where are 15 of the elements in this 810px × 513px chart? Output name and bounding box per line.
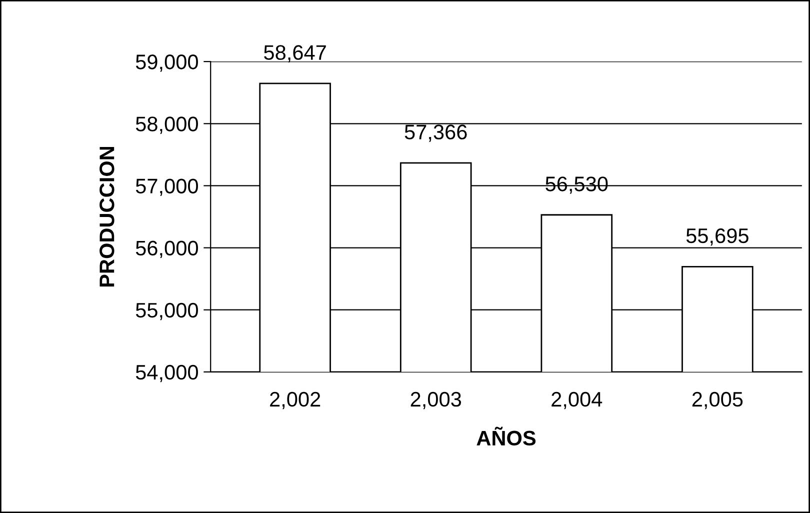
y-axis-title: PRODUCCION bbox=[100, 146, 114, 287]
y-tick-label: 54,000 bbox=[136, 364, 198, 382]
x-tick-label: 2,003 bbox=[410, 392, 462, 410]
x-tick-label: 2,005 bbox=[692, 392, 743, 410]
y-tick-label: 59,000 bbox=[136, 54, 198, 72]
x-axis-title: AÑOS bbox=[476, 426, 536, 446]
y-tick-label: 55,000 bbox=[136, 302, 198, 320]
y-tick-label: 56,000 bbox=[136, 240, 198, 258]
y-tick-label: 57,000 bbox=[136, 178, 198, 196]
x-tick-label: 2,002 bbox=[270, 392, 320, 410]
data-label: 58,647 bbox=[264, 45, 326, 62]
data-label: 57,366 bbox=[404, 124, 467, 142]
y-tick-label: 58,000 bbox=[136, 116, 198, 134]
data-label: 55,695 bbox=[686, 228, 748, 246]
x-tick-label: 2,004 bbox=[552, 392, 602, 410]
